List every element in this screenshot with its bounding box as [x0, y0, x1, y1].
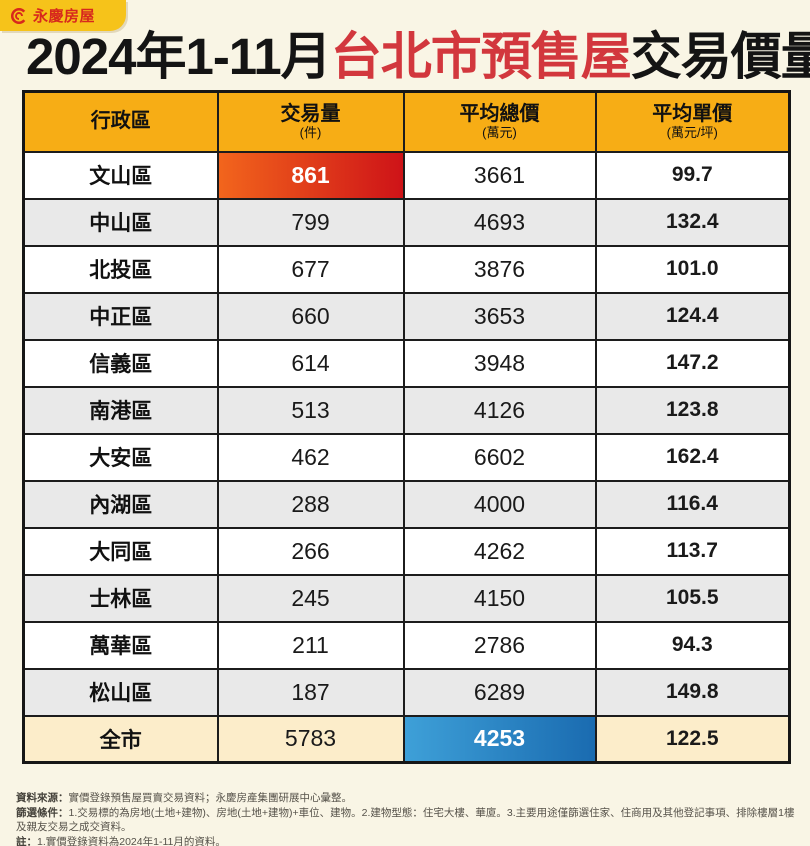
avg-total-cell: 3653 [402, 291, 597, 341]
header-volume: 交易量 (件) [216, 90, 405, 153]
district-cell: 信義區 [22, 338, 219, 388]
footnote-filter: 篩選條件：1.交易標的為房地(土地+建物)、房地(土地+建物)+車位、建物。2.… [16, 806, 800, 835]
district-cell: 北投區 [22, 244, 219, 294]
avg-unit-cell: 101.0 [594, 244, 791, 294]
table-row: 北投區 677 3876 101.0 [22, 244, 791, 294]
footnote-filter-label: 篩選條件： [16, 806, 69, 819]
footnote-note-text: 1.實價登錄資料為2024年1-11月的資料。 [37, 835, 226, 846]
table-row: 文山區 861 3661 99.7 [22, 150, 791, 200]
avg-unit-cell: 132.4 [594, 197, 791, 247]
footnotes: 資料來源：實價登錄預售屋買賣交易資料；永慶房產集團研展中心彙整。 篩選條件：1.… [16, 791, 800, 846]
volume-cell: 799 [216, 197, 405, 247]
avg-unit-cell: 123.8 [594, 385, 791, 435]
header-district-label: 行政區 [90, 110, 151, 133]
avg-unit-cell: 99.7 [594, 150, 791, 200]
footnote-filter-text: 1.交易標的為房地(土地+建物)、房地(土地+建物)+車位、建物。2.建物型態：… [16, 806, 795, 834]
volume-cell: 614 [216, 338, 405, 388]
header-avg-unit-unit: (萬元/坪) [666, 125, 718, 141]
avg-total-cell: 4000 [402, 479, 597, 529]
footnote-note-label: 註： [16, 835, 37, 846]
district-cell: 萬華區 [22, 620, 219, 670]
avg-total-cell: 4693 [402, 197, 597, 247]
district-cell: 大安區 [22, 432, 219, 482]
table-row: 中山區 799 4693 132.4 [22, 197, 791, 247]
avg-total-cell: 3661 [402, 150, 597, 200]
table-row: 內湖區 288 4000 116.4 [22, 479, 791, 529]
header-row: 行政區 交易量 (件) 平均總價 (萬元) 平均單價 (萬元/坪) [22, 90, 791, 153]
volume-cell: 245 [216, 573, 405, 623]
volume-cell: 861 [216, 150, 405, 200]
avg-unit-cell: 116.4 [594, 479, 791, 529]
avg-total-cell: 2786 [402, 620, 597, 670]
district-cell: 中山區 [22, 197, 219, 247]
volume-cell: 660 [216, 291, 405, 341]
footnote-source-label: 資料來源： [16, 792, 69, 804]
header-volume-unit: (件) [299, 125, 322, 141]
table-row: 大同區 266 4262 113.7 [22, 526, 791, 576]
district-cell: 士林區 [22, 573, 219, 623]
district-cell: 大同區 [22, 526, 219, 576]
volume-cell: 513 [216, 385, 405, 435]
header-avg-unit-label: 平均單價 [652, 103, 733, 126]
avg-unit-cell: 162.4 [594, 432, 791, 482]
avg-total-cell: 4253 [402, 714, 597, 764]
district-cell: 全市 [22, 714, 219, 764]
avg-unit-cell: 122.5 [594, 714, 791, 764]
header-avg-total-unit: (萬元) [482, 125, 517, 141]
header-district: 行政區 [22, 90, 219, 153]
avg-total-cell: 3876 [402, 244, 597, 294]
volume-cell: 266 [216, 526, 405, 576]
yungching-logo-icon [10, 7, 28, 25]
footnote-source-text: 實價登錄預售屋買賣交易資料；永慶房產集團研展中心彙整。 [68, 792, 353, 804]
volume-cell: 677 [216, 244, 405, 294]
table-row: 南港區 513 4126 123.8 [22, 385, 791, 435]
footnote-note: 註：1.實價登錄資料為2024年1-11月的資料。 [16, 835, 800, 846]
avg-unit-cell: 124.4 [594, 291, 791, 341]
avg-unit-cell: 94.3 [594, 620, 791, 670]
district-cell: 內湖區 [22, 479, 219, 529]
avg-unit-cell: 113.7 [594, 526, 791, 576]
table-body: 文山區 861 3661 99.7 中山區 799 4693 132.4 北投區… [22, 150, 791, 764]
district-cell: 中正區 [22, 291, 219, 341]
table-row: 信義區 614 3948 147.2 [22, 338, 791, 388]
table-row: 中正區 660 3653 124.4 [22, 291, 791, 341]
table-row: 松山區 187 6289 149.8 [22, 667, 791, 717]
avg-total-cell: 4126 [402, 385, 597, 435]
volume-cell: 187 [216, 667, 405, 717]
avg-unit-cell: 149.8 [594, 667, 791, 717]
brand-badge: 永慶房屋 [0, 0, 126, 31]
header-avg-total: 平均總價 (萬元) [402, 90, 597, 153]
page-title: 2024年1-11月台北市預售屋交易價量 [26, 28, 810, 85]
avg-total-cell: 6602 [402, 432, 597, 482]
avg-total-cell: 3948 [402, 338, 597, 388]
header-volume-label: 交易量 [280, 103, 341, 126]
district-cell: 南港區 [22, 385, 219, 435]
data-table: 行政區 交易量 (件) 平均總價 (萬元) 平均單價 (萬元/坪) 文山區 86… [22, 90, 791, 764]
avg-unit-cell: 105.5 [594, 573, 791, 623]
volume-cell: 288 [216, 479, 405, 529]
avg-total-cell: 4150 [402, 573, 597, 623]
avg-total-cell: 4262 [402, 526, 597, 576]
volume-cell: 462 [216, 432, 405, 482]
table-row: 萬華區 211 2786 94.3 [22, 620, 791, 670]
brand-name: 永慶房屋 [33, 8, 96, 25]
district-cell: 文山區 [22, 150, 219, 200]
volume-cell: 5783 [216, 714, 405, 764]
footnote-source: 資料來源：實價登錄預售屋買賣交易資料；永慶房產集團研展中心彙整。 [16, 791, 800, 806]
title-part-red: 台北市預售屋 [330, 28, 632, 85]
avg-unit-cell: 147.2 [594, 338, 791, 388]
title-part-black1: 2024年1-11月 [26, 28, 332, 85]
header-avg-unit: 平均單價 (萬元/坪) [594, 90, 791, 153]
table-header: 行政區 交易量 (件) 平均總價 (萬元) 平均單價 (萬元/坪) [22, 90, 791, 153]
table-row: 大安區 462 6602 162.4 [22, 432, 791, 482]
table-row: 全市 5783 4253 122.5 [22, 714, 791, 764]
district-cell: 松山區 [22, 667, 219, 717]
title-part-black2: 交易價量 [630, 28, 810, 85]
volume-cell: 211 [216, 620, 405, 670]
table-row: 士林區 245 4150 105.5 [22, 573, 791, 623]
avg-total-cell: 6289 [402, 667, 597, 717]
header-avg-total-label: 平均總價 [459, 103, 540, 126]
